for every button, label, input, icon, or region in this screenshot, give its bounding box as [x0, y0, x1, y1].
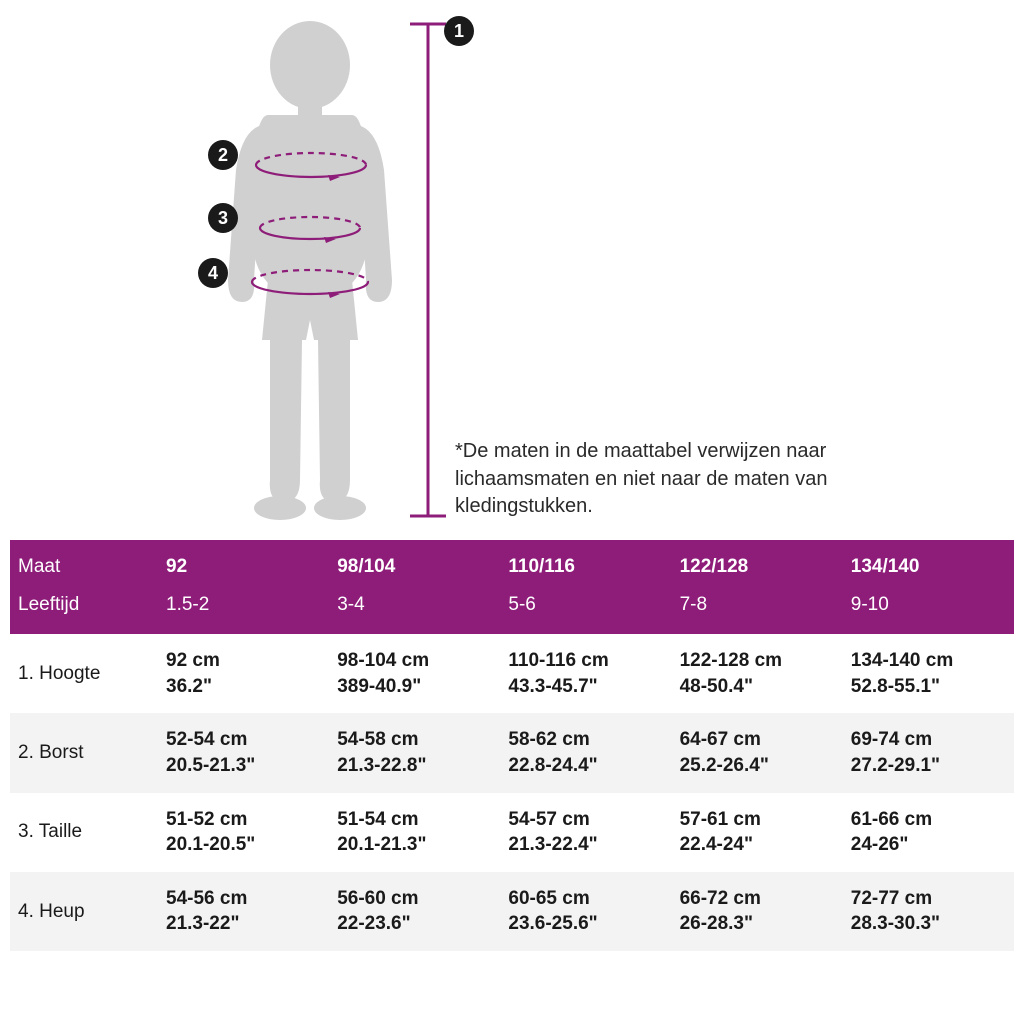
cell: 60-65 cm23.6-25.6" [500, 872, 671, 951]
header-cell: 98/104 [329, 540, 500, 588]
height-line-icon [410, 22, 460, 522]
cell: 72-77 cm28.3-30.3" [843, 872, 1014, 951]
header-cell: 134/140 [843, 540, 1014, 588]
table-header-row: Maat9298/104110/116122/128134/140 [10, 540, 1014, 588]
table-row: 2. Borst52-54 cm20.5-21.3"54-58 cm21.3-2… [10, 713, 1014, 792]
header-cell: 3-4 [329, 588, 500, 634]
marker-2-chest: 2 [208, 140, 238, 170]
table-row: 4. Heup54-56 cm21.3-22"56-60 cm22-23.6"6… [10, 872, 1014, 951]
row-label: 4. Heup [10, 872, 158, 951]
table-row: 3. Taille51-52 cm20.1-20.5"51-54 cm20.1-… [10, 793, 1014, 872]
header-cell: 110/116 [500, 540, 671, 588]
table-header-row: Leeftijd1.5-23-45-67-89-10 [10, 588, 1014, 634]
cell: 92 cm36.2" [158, 634, 329, 713]
cell: 66-72 cm26-28.3" [672, 872, 843, 951]
marker-3-waist: 3 [208, 203, 238, 233]
row-label: 1. Hoogte [10, 634, 158, 713]
cell: 64-67 cm25.2-26.4" [672, 713, 843, 792]
cell: 122-128 cm48-50.4" [672, 634, 843, 713]
cell: 52-54 cm20.5-21.3" [158, 713, 329, 792]
cell: 56-60 cm22-23.6" [329, 872, 500, 951]
cell: 54-57 cm21.3-22.4" [500, 793, 671, 872]
cell: 58-62 cm22.8-24.4" [500, 713, 671, 792]
cell: 69-74 cm27.2-29.1" [843, 713, 1014, 792]
header-cell: 1.5-2 [158, 588, 329, 634]
table-row: 1. Hoogte92 cm36.2"98-104 cm389-40.9"110… [10, 634, 1014, 713]
row-label: 2. Borst [10, 713, 158, 792]
cell: 51-54 cm20.1-21.3" [329, 793, 500, 872]
header-label: Maat [10, 540, 158, 588]
size-table: Maat9298/104110/116122/128134/140Leeftij… [10, 540, 1014, 951]
cell: 54-58 cm21.3-22.8" [329, 713, 500, 792]
header-cell: 92 [158, 540, 329, 588]
cell: 54-56 cm21.3-22" [158, 872, 329, 951]
header-label: Leeftijd [10, 588, 158, 634]
header-cell: 5-6 [500, 588, 671, 634]
cell: 57-61 cm22.4-24" [672, 793, 843, 872]
row-label: 3. Taille [10, 793, 158, 872]
header-cell: 122/128 [672, 540, 843, 588]
cell: 98-104 cm389-40.9" [329, 634, 500, 713]
header-cell: 9-10 [843, 588, 1014, 634]
cell: 110-116 cm43.3-45.7" [500, 634, 671, 713]
marker-4-hip: 4 [198, 258, 228, 288]
cell: 61-66 cm24-26" [843, 793, 1014, 872]
cell: 134-140 cm52.8-55.1" [843, 634, 1014, 713]
marker-1-height: 1 [444, 16, 474, 46]
cell: 51-52 cm20.1-20.5" [158, 793, 329, 872]
diagram-area: 1 2 3 4 *De maten in de maattabel verwij… [0, 0, 1024, 540]
sizing-note: *De maten in de maattabel verwijzen naar… [455, 438, 875, 521]
header-cell: 7-8 [672, 588, 843, 634]
